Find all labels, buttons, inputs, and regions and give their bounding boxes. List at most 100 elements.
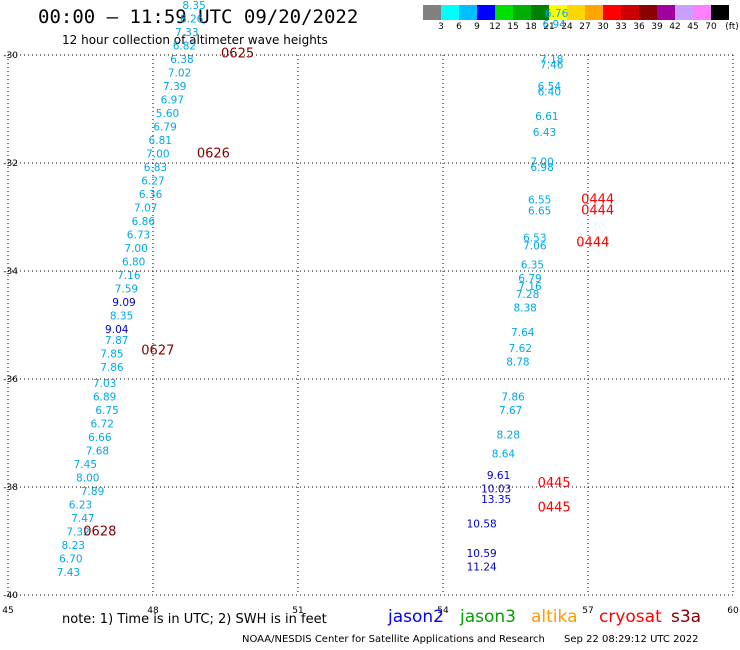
swh-value: 7.00 [124, 243, 147, 255]
legend-label: 3 [438, 22, 444, 32]
swh-value: 7.46 [540, 60, 564, 72]
swh-value: 7.89 [81, 486, 104, 498]
legend-label: 15 [507, 22, 519, 32]
swh-value: 6.66 [88, 432, 112, 444]
footnote: note: 1) Time is in UTC; 2) SWH is in fe… [62, 612, 327, 627]
swh-points: 7.436.70 8.237.32 7.476.23 7.898.00 7.457.68… [57, 0, 571, 579]
swh-value: 7.86 [100, 362, 124, 374]
map-subtitle: 12 hour collection of altimeter wave hei… [62, 33, 328, 47]
swh-value: 10.03 [481, 483, 511, 495]
swh-value: 7.68 [86, 446, 109, 458]
swh-value: 7.28 [516, 289, 539, 301]
legend-swatch [603, 5, 621, 20]
swh-value: 7.33 [175, 27, 198, 39]
lat-tick-label: -40 [3, 591, 18, 601]
swh-value: 10.59 [467, 548, 497, 560]
swh-value: 7.85 [100, 348, 123, 360]
legend-label: 70 [705, 22, 717, 32]
swh-value: 8.78 [506, 357, 529, 369]
swh-value: 7.06 [523, 240, 547, 252]
legend-label: 36 [633, 22, 645, 32]
swh-value: 7.00 [146, 149, 169, 161]
credit-line: NOAA/NESDIS Center for Satellite Applica… [242, 634, 699, 645]
swh-value: 7.16 [518, 281, 542, 293]
swh-value: 6.98 [547, 0, 570, 1]
lat-tick-label: -36 [3, 375, 18, 385]
legend-label: 30 [597, 22, 609, 32]
swh-value: 6.73 [127, 230, 150, 242]
swh-value: 7.00 [530, 157, 553, 169]
legend-label: 24 [561, 22, 573, 32]
swh-value: 6.27 [141, 176, 164, 188]
legend-label: 27 [579, 22, 591, 32]
map-title: 00:00 – 11:59 UTC 09/20/2022 [38, 6, 359, 28]
swh-value: 8.35 [110, 311, 133, 323]
legend-swatch [477, 5, 495, 20]
swh-value: 6.81 [149, 135, 172, 147]
time-label: 0444 [576, 236, 609, 251]
swh-value: 7.03 [93, 378, 116, 390]
swh-value: 6.70 [59, 554, 82, 566]
swh-value: 7.86 [501, 392, 525, 404]
time-label: 0445 [538, 476, 571, 491]
lat-tick-label: -38 [3, 483, 18, 493]
lon-tick-label: 48 [147, 606, 159, 616]
legend-label: 12 [489, 22, 501, 32]
time-label: 0628 [83, 525, 116, 540]
legend-swatch [567, 5, 585, 20]
legend-swatch [513, 5, 531, 20]
swh-value: 6.80 [122, 257, 145, 269]
legend-label: 21 [543, 22, 555, 32]
time-label: 0625 [221, 47, 254, 62]
swh-value: 6.61 [535, 111, 558, 123]
legend-label: 18 [525, 22, 537, 32]
legend-swatch [441, 5, 459, 20]
legend-label: 45 [687, 22, 699, 32]
credit-org: NOAA/NESDIS Center for Satellite Applica… [242, 634, 545, 645]
lat-tick-label: -30 [3, 51, 18, 61]
legend-swatch [657, 5, 675, 20]
swh-value: 8.23 [62, 540, 85, 552]
swh-value: 7.47 [71, 513, 94, 525]
legend-label: 42 [669, 22, 681, 32]
satellite-altika: altika [531, 607, 578, 627]
time-labels: 0625062606270628044204420443044304440444… [83, 47, 614, 540]
swh-value: 7.16 [117, 270, 141, 282]
swh-value: 6.55 [528, 195, 551, 207]
swh-value: 6.94 [542, 19, 566, 31]
color-legend [423, 5, 729, 21]
legend-swatch [621, 5, 639, 20]
lat-tick-label: -34 [3, 267, 18, 277]
swh-value: 6.89 [93, 392, 116, 404]
time-label: 0626 [197, 147, 230, 162]
time-label: 0627 [141, 344, 174, 359]
swh-value: 8.64 [492, 448, 516, 460]
satellite-cryosat: cryosat [599, 607, 662, 627]
swh-value: 7.18 [540, 54, 563, 66]
satellite-jason3: jason3 [460, 607, 516, 627]
credit-timestamp: Sep 22 08:29:12 UTC 2022 [564, 634, 699, 645]
legend-swatch [423, 5, 441, 20]
lon-tick-label: 45 [2, 606, 13, 616]
satellite-s3a: s3a [671, 607, 702, 627]
swh-value: 9.61 [487, 470, 510, 482]
swh-value: 7.62 [509, 343, 532, 355]
legend-label: 33 [615, 22, 627, 32]
legend-swatch [459, 5, 477, 20]
legend-swatch [531, 5, 549, 20]
lon-tick-label: 54 [437, 606, 449, 616]
swh-value: 7.59 [115, 284, 138, 296]
swh-value: 6.86 [132, 216, 156, 228]
legend-swatch [711, 5, 729, 20]
swh-value: 7.39 [163, 81, 186, 93]
legend-swatch [549, 5, 567, 20]
swh-value: 6.72 [91, 419, 114, 431]
lon-tick-label: 57 [582, 606, 593, 616]
legend-swatch [585, 5, 603, 20]
legend-swatch [495, 5, 513, 20]
swh-value: 6.79 [518, 273, 541, 285]
swh-value: 6.98 [530, 162, 553, 174]
lon-tick-label: 51 [292, 606, 303, 616]
swh-value: 6.97 [161, 95, 184, 107]
